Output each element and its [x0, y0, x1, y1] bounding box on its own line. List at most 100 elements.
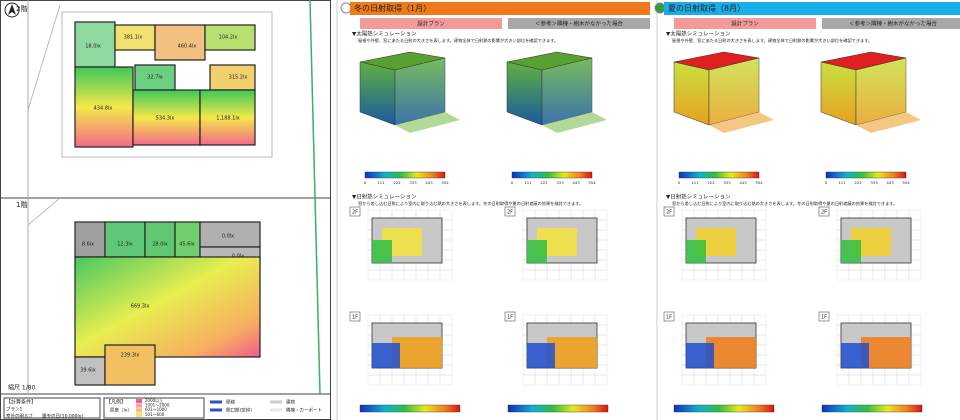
- scale-tick: 443: [886, 180, 894, 185]
- house-ground: [856, 112, 921, 133]
- room-illuminance: 0.0lx: [232, 254, 244, 260]
- scale-tick: 222: [393, 180, 401, 185]
- grid-cell: [439, 269, 453, 281]
- floor-heat: [686, 343, 714, 368]
- panel-icon: [340, 2, 352, 14]
- room-heatmap: [204, 24, 256, 51]
- grid-cell: [367, 269, 381, 281]
- grid-cell: [379, 269, 393, 281]
- floor-tag: 1F: [507, 315, 513, 321]
- column-title: 設計プラン: [417, 20, 445, 28]
- grid-cell: [427, 374, 441, 386]
- grid-cell: [872, 269, 886, 281]
- room-heatmap: [199, 221, 261, 248]
- scale-tick: 333: [870, 180, 878, 185]
- grid-cell: [415, 269, 429, 281]
- house-wall: [506, 61, 543, 126]
- room-illuminance: 32.7lx: [147, 75, 163, 81]
- scale-tick: 0: [678, 180, 681, 185]
- scale-tick: 443: [739, 180, 747, 185]
- grid-cell: [594, 269, 608, 281]
- room-illuminance: 460.4lx: [178, 44, 197, 50]
- grid-cell: [860, 374, 874, 386]
- floor-tag-box: [663, 206, 675, 217]
- grid-cell: [367, 374, 381, 386]
- scale-tick: 0: [511, 180, 514, 185]
- room-heatmap: [144, 221, 176, 258]
- grid-cell: [582, 374, 596, 386]
- floor-tag-box: [663, 311, 675, 322]
- room-illuminance: 434.8lx: [94, 106, 113, 112]
- room-illuminance: 18.0lx: [85, 44, 101, 50]
- floor-heat: [372, 343, 400, 368]
- floor-tag-box: [818, 311, 830, 322]
- grid-cell: [582, 269, 596, 281]
- panel-title: 夏の日射取得（8月）: [668, 3, 745, 13]
- legend-swatch: [270, 408, 282, 412]
- column-header: [822, 18, 960, 29]
- legend-box: [103, 397, 205, 419]
- north-mark: [4, 2, 20, 18]
- section-heading: ▼太陽熱シミュレーション: [352, 30, 417, 38]
- floor-tag-box: [349, 311, 361, 322]
- grid-cell: [403, 374, 417, 386]
- color-scale: [364, 171, 446, 179]
- column-title: 設計プラン: [731, 20, 759, 28]
- house-wall: [673, 61, 710, 126]
- section-desc: 窓から差し込む日射により室内に取り込む熱の大きさを表します。冬の日射取得や夏の日…: [672, 200, 897, 207]
- section-heading: ▼日射熱シミュレーション: [352, 193, 417, 201]
- floor-heat: [706, 337, 756, 368]
- scale-tick: 222: [707, 180, 715, 185]
- grid-cell: [753, 269, 767, 281]
- room-heatmap: [104, 344, 156, 386]
- grid-cell: [427, 269, 441, 281]
- legend-swatch: [136, 399, 142, 403]
- room-heatmap: [154, 24, 206, 61]
- legend-level: 601～1000: [145, 407, 167, 412]
- column-title: ＜参考＞隣棟・樹木がなかった場合: [535, 20, 624, 28]
- section-desc: 屋根や外壁、窓にあたる日射の大きさを表します。建物全体で日射熱の影響が大きい部位…: [672, 37, 872, 44]
- floor-tag-box: [504, 206, 516, 217]
- grid-cell: [522, 374, 536, 386]
- legend-swatch: [210, 408, 222, 412]
- legend-title: 【凡例】: [106, 399, 126, 406]
- boundary-line: [27, 4, 61, 111]
- panel-icon: [654, 2, 666, 14]
- scale-tick: 111: [691, 180, 699, 185]
- grid-cell: [594, 374, 608, 386]
- house-wall: [359, 61, 396, 126]
- grid-cell: [860, 269, 874, 281]
- grid-cell: [705, 269, 719, 281]
- grid-cell: [681, 269, 695, 281]
- room-heatmap: [174, 221, 201, 258]
- legend-swatch: [136, 412, 142, 417]
- scale-tick: 111: [524, 180, 532, 185]
- floor-tag: 1F: [666, 315, 672, 321]
- grid-cell: [884, 374, 898, 386]
- scale-tick: 443: [572, 180, 580, 185]
- floor-tag-box: [818, 206, 830, 217]
- grid-cell: [729, 374, 743, 386]
- room-illuminance: 45.6lx: [179, 242, 195, 248]
- column-header: [674, 18, 816, 29]
- grid-cell: [896, 269, 910, 281]
- legend-swatch: [270, 400, 282, 404]
- color-scale: [359, 404, 461, 413]
- grid-cell: [717, 374, 731, 386]
- scale-tick: 222: [854, 180, 862, 185]
- grid-cell: [848, 269, 862, 281]
- scale-tick: 333: [409, 180, 417, 185]
- grid-cell: [705, 374, 719, 386]
- legend-swatch: [136, 403, 142, 408]
- floor-heat: [841, 240, 861, 263]
- room-heatmap: [134, 64, 176, 91]
- house-ground: [709, 112, 774, 133]
- section-desc: 屋根や外壁、窓にあたる日射の大きさを表します。建物全体で日射熱の影響が大きい部位…: [358, 37, 558, 44]
- scale-label: 縮尺 1/80: [8, 384, 36, 392]
- room-heatmap: [209, 64, 256, 91]
- legend-item: 隣棟・カーポート: [286, 407, 322, 414]
- room-illuminance: 315.2lx: [229, 75, 248, 81]
- legend-box: [3, 397, 101, 419]
- conditions-outside: 室外の明るさ: [6, 413, 33, 420]
